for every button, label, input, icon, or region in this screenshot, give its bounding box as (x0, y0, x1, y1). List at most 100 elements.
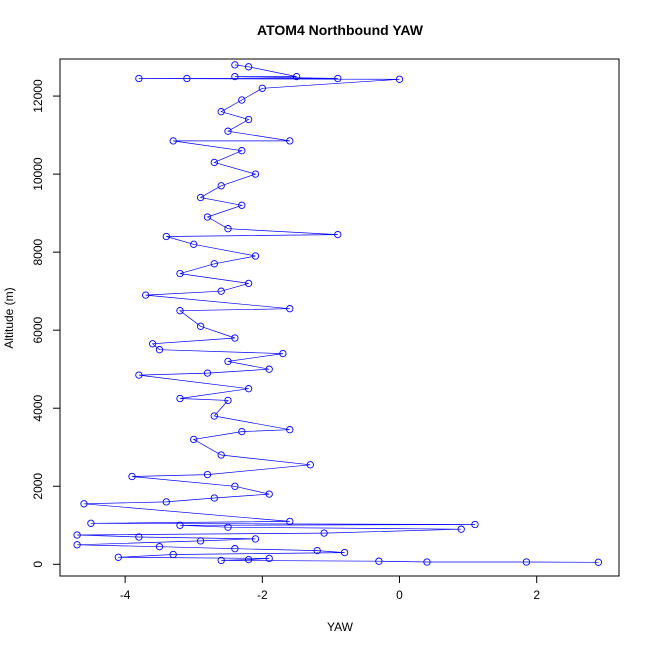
chart-title: ATOM4 Northbound YAW (257, 22, 424, 38)
data-point (244, 385, 253, 393)
y-tick-label: 6000 (31, 317, 45, 344)
data-point (238, 147, 246, 155)
data-point (87, 519, 95, 527)
data-point (423, 558, 431, 566)
data-point (217, 182, 225, 190)
data-point (238, 201, 246, 209)
data-point (176, 307, 184, 315)
y-tick-label: 10000 (31, 157, 45, 191)
data-point (217, 287, 225, 295)
data-point (313, 546, 321, 555)
data-point (80, 500, 88, 508)
data-point (155, 346, 164, 354)
data-point (135, 371, 143, 379)
data-point (169, 550, 177, 559)
data-point (231, 61, 239, 69)
data-point (522, 558, 531, 566)
data-point (73, 541, 81, 549)
x-tick-label: -4 (120, 588, 131, 602)
data-point (217, 451, 225, 459)
data-point (279, 349, 287, 358)
data-point (231, 334, 239, 342)
data-point (196, 537, 205, 545)
data-point (169, 137, 177, 145)
data-point (155, 543, 164, 551)
data-point (162, 232, 170, 241)
data-point (210, 260, 218, 268)
data-point (238, 427, 246, 436)
data-point (251, 170, 260, 178)
data-point (176, 269, 184, 278)
data-point (148, 340, 157, 348)
data-point (196, 193, 205, 202)
plot-frame (59, 58, 620, 577)
data-point (176, 394, 184, 403)
data-point (251, 535, 260, 543)
data-point (258, 84, 266, 92)
data-point (334, 230, 342, 239)
x-axis-label: YAW (327, 620, 354, 634)
data-point (162, 498, 170, 506)
data-point (265, 554, 273, 563)
data-point (224, 523, 232, 531)
data-point (340, 548, 349, 557)
data-point (224, 396, 232, 405)
data-point (224, 127, 232, 135)
data-point (251, 252, 260, 260)
data-point (306, 461, 314, 469)
data-point (471, 520, 479, 529)
x-tick-label: -2 (257, 588, 268, 602)
plot-data-layer (73, 61, 603, 566)
data-point (210, 494, 218, 502)
x-tick-label: 0 (396, 588, 403, 602)
data-point (196, 322, 205, 330)
data-point (135, 74, 143, 83)
data-point (244, 115, 253, 124)
y-tick-label: 2000 (31, 473, 45, 500)
data-point (244, 279, 253, 288)
data-point (231, 72, 239, 81)
y-tick-label: 12000 (31, 79, 45, 113)
series-line (77, 64, 599, 563)
data-point (135, 533, 143, 541)
data-point (217, 556, 225, 565)
y-tick-label: 8000 (31, 238, 45, 265)
x-tick-label: 2 (533, 588, 540, 602)
data-point (457, 525, 465, 533)
data-point (231, 482, 239, 490)
data-point (286, 137, 294, 145)
data-point (217, 108, 225, 116)
data-point (265, 365, 273, 373)
y-tick-label: 4000 (31, 395, 45, 422)
y-axis-label: Altitude (m) (2, 287, 16, 348)
data-point (231, 545, 239, 553)
data-point (128, 472, 136, 481)
y-tick-label: 0 (31, 561, 45, 568)
data-point (183, 74, 191, 83)
data-point (594, 558, 603, 566)
data-point (210, 412, 218, 420)
data-point (224, 225, 232, 233)
data-point (286, 517, 294, 526)
data-point (190, 435, 198, 444)
data-point (286, 426, 294, 434)
data-point (203, 213, 212, 221)
y-axis: 0 2000 4000 6000 8000 10000 12000 (31, 79, 60, 568)
data-point (190, 240, 198, 248)
data-point (176, 521, 184, 529)
data-point (334, 74, 342, 83)
data-point (73, 531, 81, 539)
data-point (320, 529, 328, 537)
data-point (142, 291, 150, 299)
data-point (292, 72, 301, 81)
data-point (224, 357, 232, 366)
data-point (265, 490, 273, 498)
data-point (203, 369, 212, 377)
data-point (203, 470, 212, 479)
data-point (375, 557, 383, 565)
data-point (244, 555, 253, 564)
data-point (114, 553, 122, 561)
data-point (244, 63, 253, 71)
x-axis: -4 -2 0 2 (120, 576, 540, 602)
